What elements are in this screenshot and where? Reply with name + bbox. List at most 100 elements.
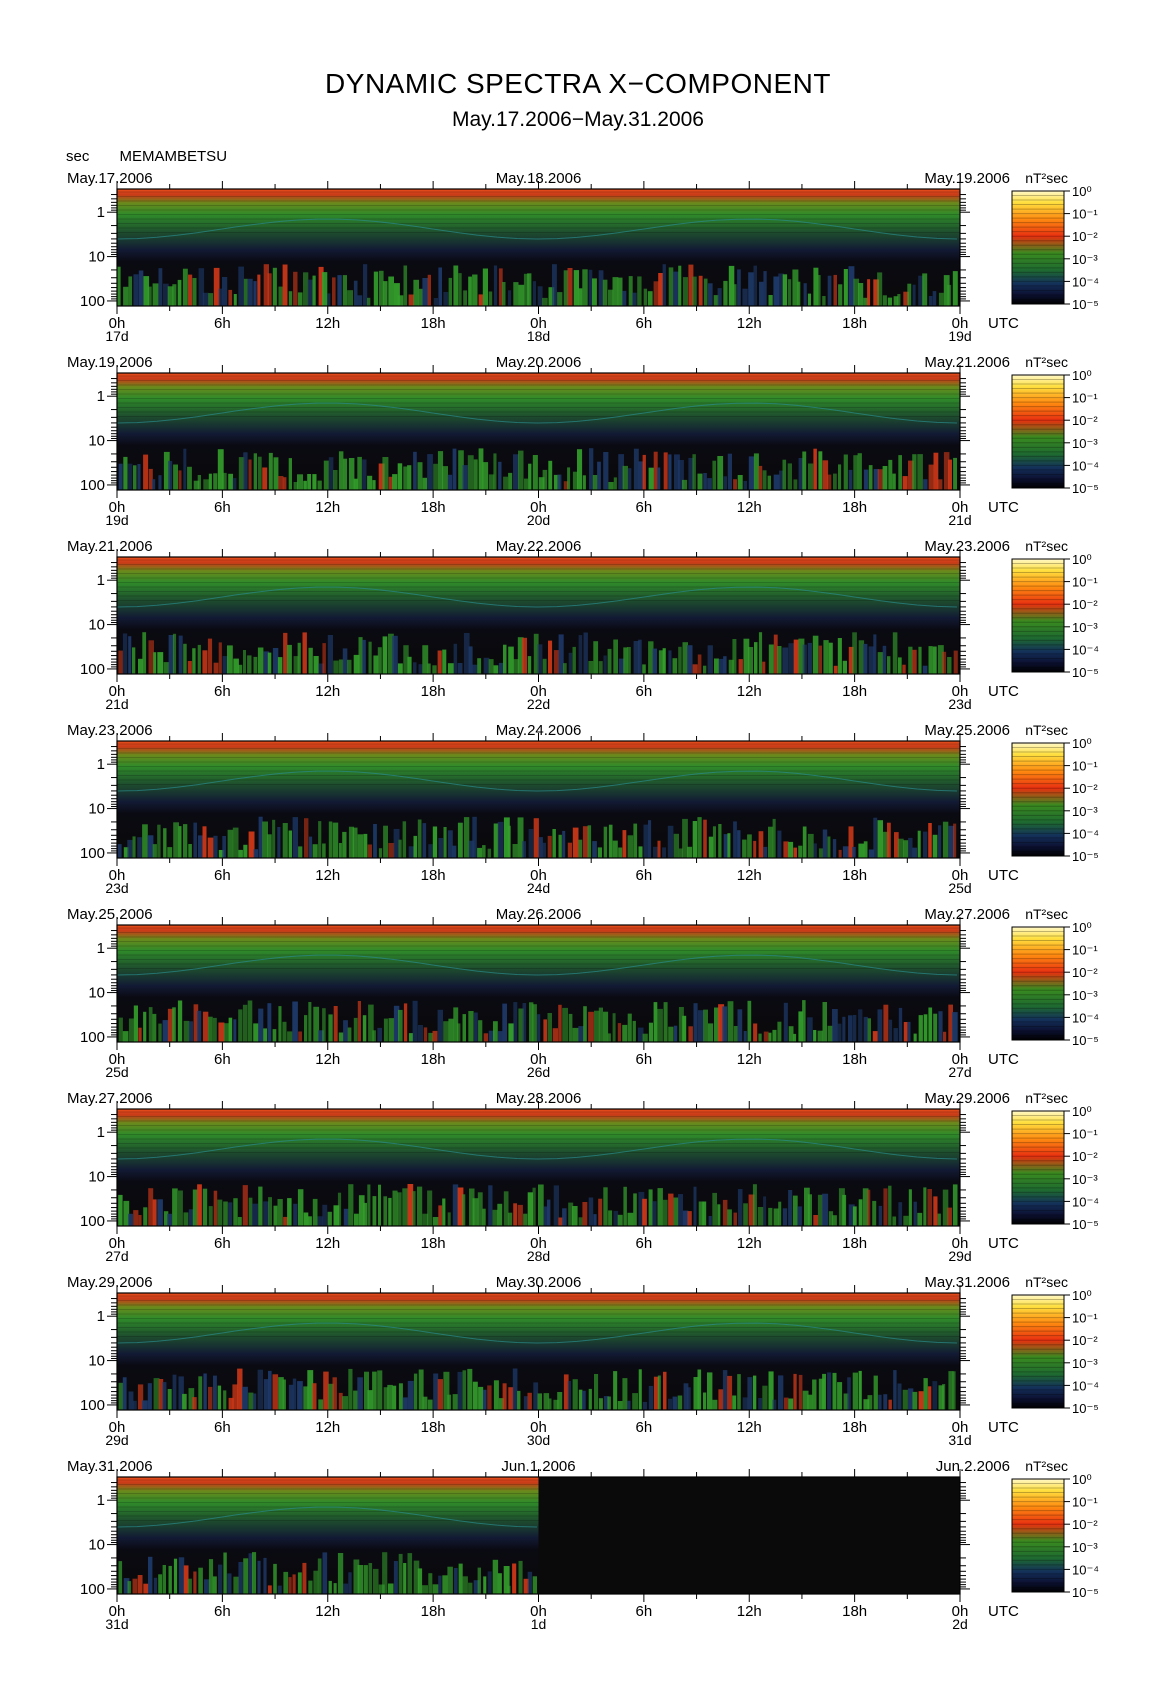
activity-burst xyxy=(873,279,879,306)
activity-burst xyxy=(827,1025,834,1042)
activity-burst xyxy=(178,635,183,674)
colorbar-unit: nT²sec xyxy=(1025,354,1068,370)
activity-burst xyxy=(778,273,784,306)
activity-burst xyxy=(617,1401,623,1410)
x-tick-label: 18h xyxy=(421,1419,446,1436)
activity-burst xyxy=(693,1003,698,1042)
activity-burst xyxy=(872,1200,877,1226)
activity-burst xyxy=(383,1196,388,1226)
activity-burst xyxy=(147,1383,152,1410)
colorbar-tick-label: 10⁻³ xyxy=(1072,252,1098,267)
activity-burst xyxy=(143,1207,148,1226)
activity-burst xyxy=(822,1193,829,1226)
colorbar xyxy=(1011,190,1065,305)
activity-burst xyxy=(257,647,264,674)
activity-burst xyxy=(763,846,768,858)
activity-burst xyxy=(847,1377,851,1410)
station-name: MEMAMBETSU xyxy=(119,148,228,165)
activity-burst xyxy=(213,267,220,306)
activity-burst xyxy=(138,1027,142,1042)
activity-burst xyxy=(852,846,856,858)
activity-burst xyxy=(437,1379,443,1410)
activity-burst xyxy=(673,1197,679,1226)
activity-burst xyxy=(682,818,688,858)
activity-burst xyxy=(153,652,157,674)
activity-burst xyxy=(118,1017,123,1042)
activity-burst xyxy=(304,818,309,858)
activity-burst xyxy=(662,1199,668,1226)
x-tick-label: 0h xyxy=(530,1603,547,1620)
colorbar-tick-label: 10⁻⁵ xyxy=(1072,1401,1099,1416)
activity-burst xyxy=(408,294,414,306)
activity-burst xyxy=(172,1007,176,1042)
activity-burst xyxy=(563,1374,569,1410)
day-label: 31d xyxy=(105,1616,128,1632)
activity-burst xyxy=(768,1371,774,1410)
activity-burst xyxy=(182,268,188,306)
activity-burst xyxy=(708,1216,712,1226)
activity-burst xyxy=(933,1196,938,1226)
activity-burst xyxy=(118,1194,123,1226)
activity-burst xyxy=(589,448,594,490)
activity-burst xyxy=(622,465,628,490)
activity-burst xyxy=(388,633,394,674)
date-left: May.25.2006 xyxy=(67,906,153,923)
activity-burst xyxy=(288,1384,294,1410)
activity-burst xyxy=(467,1368,473,1410)
activity-burst xyxy=(292,1574,296,1594)
activity-burst xyxy=(727,453,732,490)
activity-burst xyxy=(247,655,252,674)
activity-burst xyxy=(952,1371,956,1410)
activity-burst xyxy=(463,633,470,674)
activity-burst xyxy=(488,1030,495,1042)
activity-burst xyxy=(328,821,333,858)
activity-burst xyxy=(842,660,847,674)
activity-burst xyxy=(807,293,811,306)
day-label: 19d xyxy=(948,328,971,344)
activity-burst xyxy=(682,642,688,674)
activity-burst xyxy=(803,283,807,306)
activity-burst xyxy=(367,1184,371,1226)
activity-burst xyxy=(417,462,423,490)
activity-burst xyxy=(382,281,388,306)
activity-burst xyxy=(193,1004,199,1042)
x-tick-label: 0h xyxy=(530,315,547,332)
activity-burst xyxy=(438,267,442,306)
activity-burst xyxy=(888,1019,893,1042)
day-label: 21d xyxy=(105,696,128,712)
activity-burst xyxy=(513,1203,517,1226)
activity-burst xyxy=(322,272,328,306)
activity-burst xyxy=(877,272,883,306)
activity-burst xyxy=(613,639,618,674)
activity-burst xyxy=(243,452,248,490)
activity-burst xyxy=(518,1560,523,1594)
activity-burst xyxy=(908,1189,912,1226)
x-tick-label: 18h xyxy=(421,1235,446,1252)
y-tick-label: 1 xyxy=(97,1308,105,1325)
activity-burst xyxy=(948,1004,953,1042)
activity-burst xyxy=(333,660,339,674)
activity-burst xyxy=(567,842,572,858)
activity-burst xyxy=(608,482,614,490)
activity-burst xyxy=(452,1184,459,1226)
activity-burst xyxy=(712,460,716,490)
colorbar-tick-label: 10⁻³ xyxy=(1072,1172,1098,1187)
y-tick-label: 1 xyxy=(97,572,105,589)
date-left: May.31.2006 xyxy=(67,1458,153,1475)
activity-burst xyxy=(553,474,560,490)
activity-burst xyxy=(228,1397,234,1410)
activity-burst xyxy=(757,1207,764,1226)
activity-burst xyxy=(202,1188,208,1226)
activity-burst xyxy=(337,275,342,306)
activity-burst xyxy=(648,467,654,490)
activity-burst xyxy=(722,1199,728,1226)
activity-burst xyxy=(428,1032,434,1042)
activity-burst xyxy=(588,1388,592,1410)
activity-burst xyxy=(167,847,173,858)
date-left: May.27.2006 xyxy=(67,1090,153,1107)
activity-burst xyxy=(298,846,303,858)
activity-burst xyxy=(428,1573,433,1594)
